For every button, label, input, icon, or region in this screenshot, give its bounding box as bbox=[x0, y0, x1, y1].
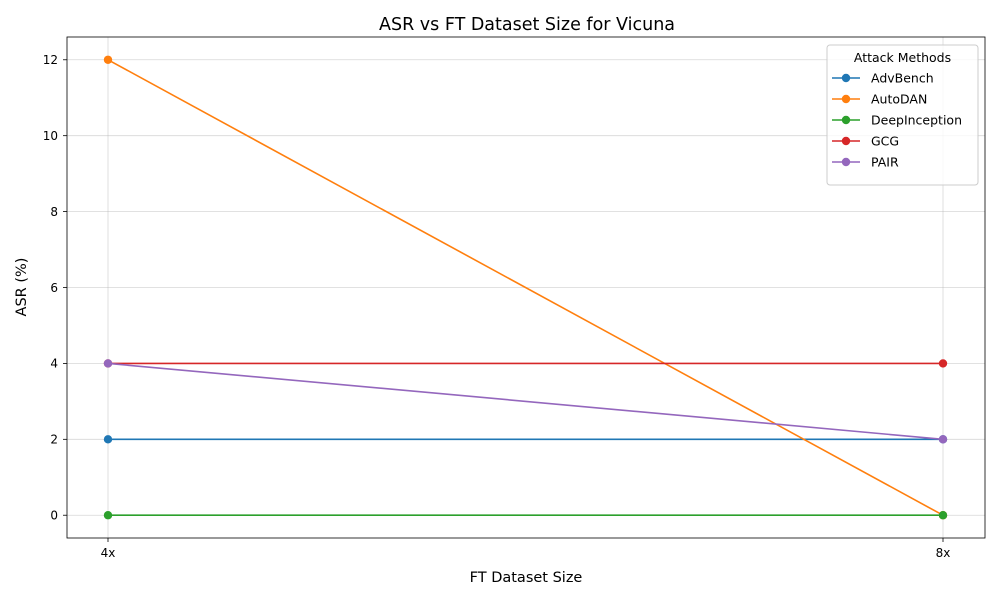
series-line bbox=[107, 59, 944, 516]
legend-marker bbox=[841, 157, 851, 167]
series-pair bbox=[103, 359, 948, 444]
y-tick-label: 0 bbox=[50, 509, 58, 523]
data-point bbox=[103, 359, 113, 368]
data-point bbox=[103, 55, 113, 64]
legend-box bbox=[826, 44, 979, 186]
data-point bbox=[938, 435, 948, 444]
y-axis-label: ASR (%) bbox=[14, 258, 30, 317]
legend-item: AutoDAN bbox=[832, 92, 927, 107]
series-deepinception bbox=[103, 511, 948, 520]
legend-item: PAIR bbox=[832, 155, 899, 170]
y-tick-label: 12 bbox=[43, 53, 58, 67]
y-tick-label: 4 bbox=[50, 357, 58, 371]
x-tick-label: 8x bbox=[936, 546, 951, 560]
series-line bbox=[107, 362, 944, 441]
data-point bbox=[103, 511, 113, 520]
legend-label: AutoDAN bbox=[871, 92, 927, 107]
data-point bbox=[103, 435, 113, 444]
y-tick-label: 8 bbox=[50, 205, 58, 219]
legend-label: AdvBench bbox=[871, 71, 934, 86]
y-tick-label: 2 bbox=[50, 433, 58, 447]
legend-item: GCG bbox=[832, 134, 899, 149]
legend-title: Attack Methods bbox=[854, 50, 951, 65]
data-point bbox=[938, 359, 948, 368]
legend-label: PAIR bbox=[871, 155, 899, 170]
x-axis-label: FT Dataset Size bbox=[470, 570, 583, 586]
axes bbox=[63, 36, 986, 542]
legend-label: GCG bbox=[871, 134, 899, 149]
x-tick-label: 4x bbox=[101, 546, 116, 560]
legend-label: DeepInception bbox=[871, 113, 962, 128]
legend-item: AdvBench bbox=[832, 71, 934, 86]
legend: Attack Methods AdvBench AutoDAN DeepIncepti… bbox=[826, 44, 979, 186]
legend-marker bbox=[841, 73, 851, 83]
legend-item: DeepInception bbox=[832, 113, 962, 128]
data-point bbox=[938, 511, 948, 520]
y-tick-label: 10 bbox=[43, 129, 58, 143]
legend-marker bbox=[841, 115, 851, 125]
y-tick-label: 6 bbox=[50, 281, 58, 295]
chart-title: ASR vs FT Dataset Size for Vicuna bbox=[379, 15, 675, 35]
legend-marker bbox=[841, 136, 851, 146]
series-lines bbox=[103, 55, 948, 520]
tick-labels: 0 2 4 6 8 10 12 4x 8x bbox=[43, 53, 951, 560]
legend-marker bbox=[841, 94, 851, 104]
